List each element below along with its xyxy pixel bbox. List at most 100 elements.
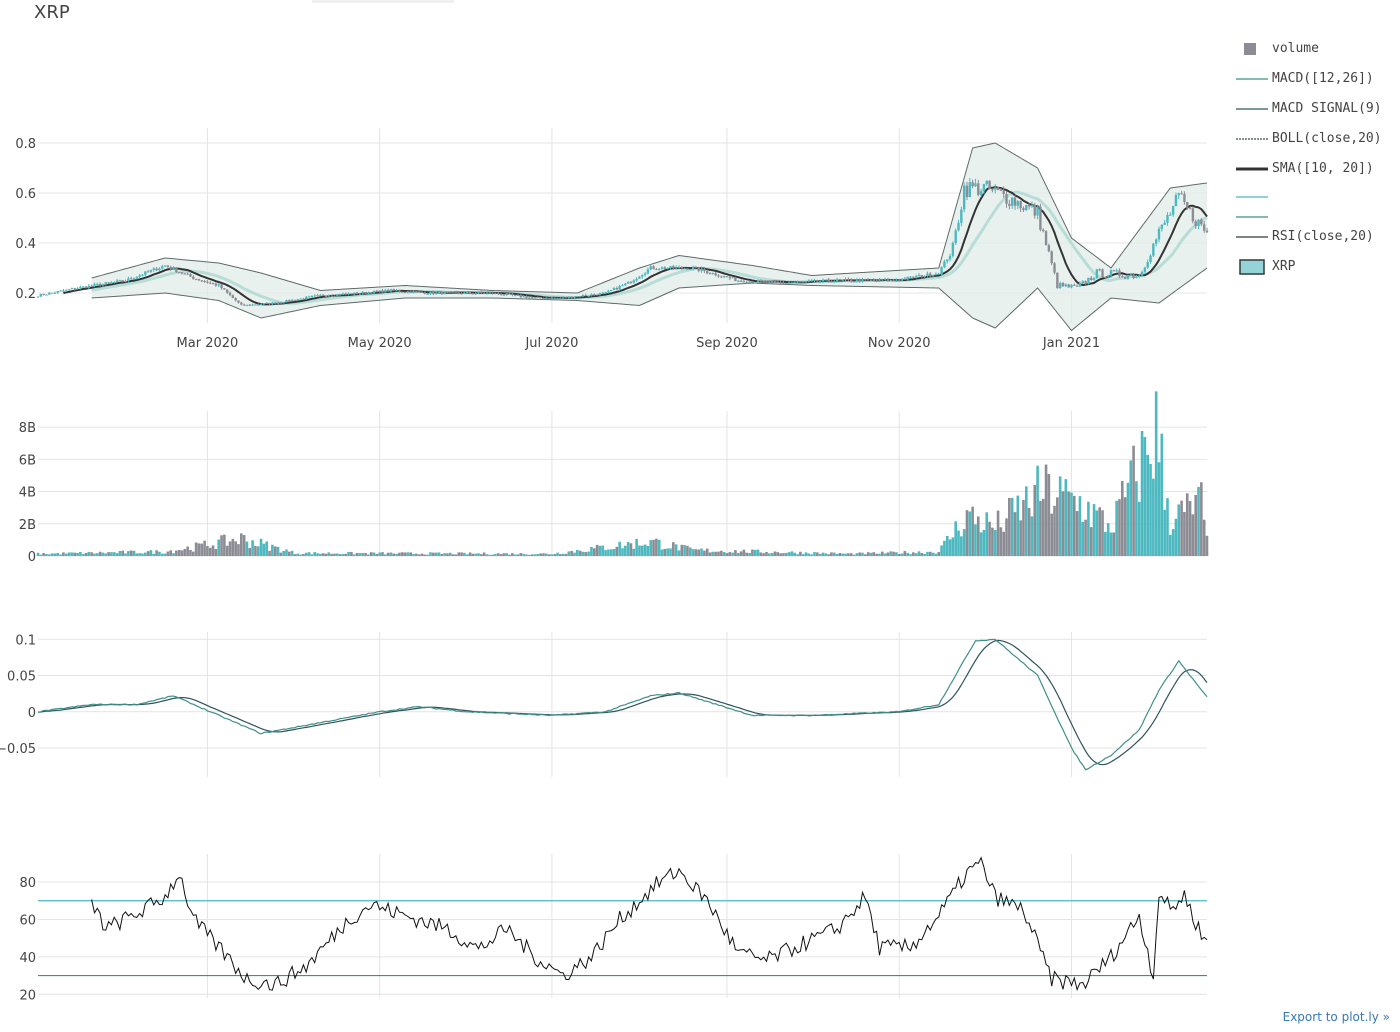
candle [782,281,785,285]
legend-item[interactable]: BOLL(close,20) [1234,128,1394,150]
candle [703,266,706,274]
volume-bar [864,554,867,556]
candle-body [1025,205,1028,211]
candle-body [604,291,607,293]
candle [604,291,607,293]
candle-body [341,293,345,295]
candle-body [240,302,243,305]
candle-body [1058,282,1062,289]
candle-body [127,278,130,282]
volume-bar [900,553,904,556]
legend-item[interactable]: MACD([12,26]) [1234,68,1394,90]
candle-body [183,273,187,275]
legend-item[interactable]: volume [1234,38,1394,60]
volume-bar [76,552,79,556]
volume-bar [367,554,370,556]
candle [821,278,825,284]
candle [350,293,353,295]
candle [482,291,486,294]
volume-bar [358,553,362,556]
candle [1109,269,1113,278]
candle-body [652,266,655,270]
candle [827,277,830,283]
candle [364,291,367,294]
candle [573,296,576,299]
candle [635,277,638,283]
volume-bar [516,554,520,556]
volume-bar [1177,504,1181,556]
candle [1101,268,1104,278]
volume-bar [528,554,531,556]
candle [375,289,379,293]
candle [485,291,489,295]
candle [138,273,141,278]
volume-bar [878,553,881,556]
candle [386,288,390,292]
candle-body [1171,206,1175,215]
volume-bar [770,552,774,556]
candle [951,241,955,258]
volume-bar [1157,462,1161,556]
candle [1149,254,1152,264]
candle [1169,212,1172,216]
candle [1070,284,1073,289]
candle [1143,266,1147,274]
volume-bar [996,510,1000,556]
candle-body [1073,284,1076,286]
volume-bar [626,541,630,556]
volume-bar [90,552,93,556]
volume-bar [530,554,534,556]
candle-body [525,296,528,298]
candle [53,291,57,295]
candle-body [76,288,79,290]
candle-body [847,279,850,281]
candle [1050,250,1053,266]
volume-bar [98,551,102,556]
volume-bar [81,554,85,556]
volume-bar [858,552,861,556]
volume-bar [1152,478,1155,556]
candle [336,294,339,297]
candle [296,298,299,301]
candle [852,280,856,283]
candle-body [796,281,799,283]
candle-body [1013,197,1017,206]
candle-body [254,304,257,306]
volume-bar [525,554,528,556]
candle-body [279,302,283,304]
price-panel[interactable]: 0.2 0.4 0.6 0.8 Mar 2020 May 2020 Jul 2020 Sep … [15,128,1209,351]
legend-item[interactable]: XRP [1234,256,1394,278]
candle-body [1056,272,1059,289]
export-to-plotly-link[interactable]: Export to plot.ly » [1282,1010,1390,1024]
candle-body [737,280,740,282]
volume-bar [1030,516,1034,556]
candle-body [288,300,291,302]
volume-bar [110,552,113,556]
legend-item[interactable] [1234,186,1394,208]
legend-item[interactable]: RSI(close,20) [1234,226,1394,248]
candle [446,291,449,294]
volume-panel[interactable]: 0 2B 4B 6B 8B [19,391,1209,565]
candle-body [152,268,155,271]
volume-bar [979,532,983,556]
volume-bar [621,548,624,556]
candle-body [141,274,144,276]
candle-body [864,279,867,281]
legend-item[interactable]: SMA([10, 20]) [1234,158,1394,180]
candle-body [903,278,907,280]
candle-body [553,297,556,299]
candle [488,291,491,294]
macd-panel[interactable]: 0.1 0.05 0 −0.05 [0,632,1208,777]
candle-body [203,280,206,282]
candle [338,293,342,296]
bollinger-upper-line [91,142,1208,294]
candle-body [872,279,876,281]
candle [192,275,195,280]
legend-label: MACD([12,26]) [1272,71,1374,86]
legend-item[interactable] [1234,206,1394,228]
candle-body [706,271,709,274]
legend-item[interactable]: MACD SIGNAL(9) [1234,98,1394,120]
candle-body [621,285,624,287]
volume-bar [513,554,517,556]
rsi-panel[interactable]: 20 40 60 80 [19,854,1208,1003]
